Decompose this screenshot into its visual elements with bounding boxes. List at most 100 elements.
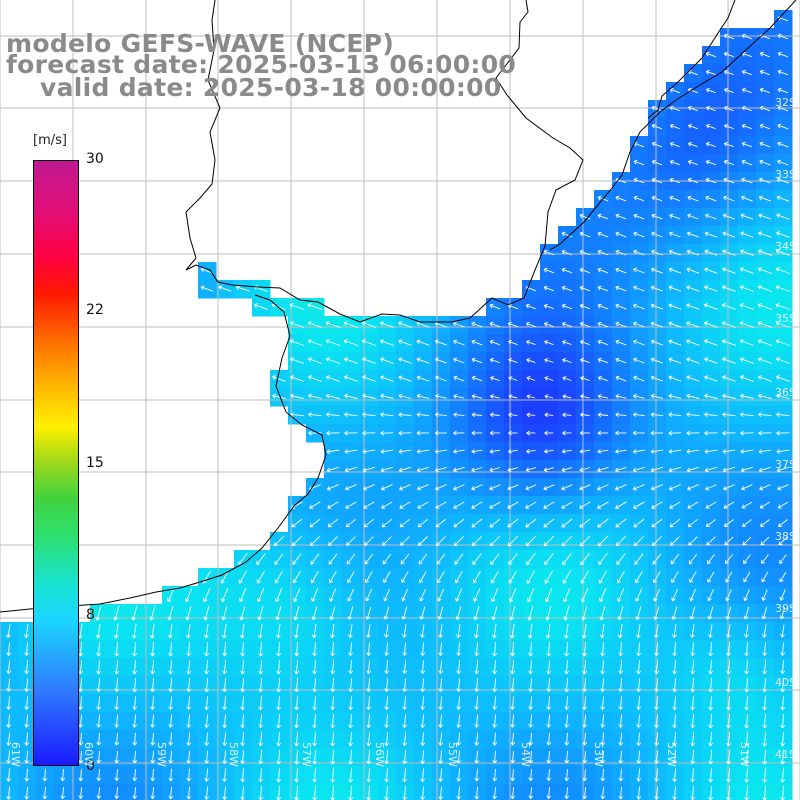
wind-arrow (384, 714, 390, 728)
wind-arrow (312, 731, 318, 747)
wind-arrow (758, 375, 772, 382)
wind-arrow (309, 501, 321, 509)
wind-arrow (739, 285, 754, 292)
wind-arrow (579, 339, 590, 346)
wind-arrow (114, 769, 120, 782)
wind-arrow (417, 484, 429, 491)
wind-arrow (651, 213, 663, 220)
wind-arrow (650, 285, 663, 292)
wind-arrow (690, 660, 696, 675)
wind-arrow (364, 553, 374, 565)
wind-arrow (740, 466, 753, 473)
wind-arrow (582, 787, 588, 800)
wind-arrow (672, 678, 678, 693)
wind-arrow (562, 570, 572, 584)
wind-arrow (492, 660, 498, 675)
wind-arrow (184, 588, 193, 603)
wind-arrow (326, 449, 340, 454)
wind-arrow (776, 393, 790, 400)
wind-arrow (276, 678, 282, 693)
wind-arrow (651, 177, 663, 184)
wind-arrow (757, 285, 773, 292)
wind-arrow (561, 321, 572, 328)
wind-arrow (579, 430, 590, 436)
wind-arrow (708, 767, 714, 783)
wind-arrow (453, 449, 465, 454)
wind-arrow (544, 394, 554, 399)
wind-arrow (686, 393, 700, 399)
wind-arrow (329, 588, 337, 602)
wind-arrow (562, 340, 572, 346)
wind-arrow (721, 303, 736, 310)
wind-arrow (761, 554, 769, 564)
wind-arrow (401, 606, 408, 620)
wind-arrow (114, 787, 120, 799)
wind-arrow (597, 285, 609, 292)
wind-arrow (326, 430, 340, 436)
wind-arrow (348, 731, 354, 747)
wind-arrow (507, 501, 519, 509)
wind-arrow (453, 321, 465, 328)
wind-arrow (525, 535, 537, 547)
wind-arrow (204, 714, 210, 728)
wind-arrow (669, 105, 680, 112)
wind-arrow (777, 105, 789, 112)
wind-arrow (741, 484, 753, 491)
wind-arrow (726, 749, 732, 765)
wind-arrow (492, 678, 498, 692)
wind-arrow (740, 449, 754, 454)
wind-arrow (434, 339, 447, 346)
wind-arrow (453, 535, 465, 547)
wind-arrow (561, 231, 573, 238)
wind-arrow (185, 623, 191, 639)
wind-arrow (670, 553, 680, 565)
wind-arrow (762, 624, 767, 638)
wind-arrow (600, 696, 606, 710)
wind-arrow (686, 412, 700, 417)
wind-arrow (220, 570, 229, 584)
wind-arrow (686, 357, 700, 364)
wind-arrow (615, 484, 627, 491)
wind-arrow (437, 588, 445, 602)
wind-arrow (344, 412, 358, 417)
wind-arrow (490, 394, 500, 399)
wind-arrow (398, 449, 412, 454)
wind-arrow (168, 678, 174, 693)
wind-arrow (690, 768, 696, 783)
wind-arrow (708, 749, 714, 765)
wind-arrow (690, 624, 695, 638)
wind-arrow (132, 769, 138, 782)
wind-arrow (471, 449, 483, 454)
wind-arrow (307, 321, 323, 328)
wind-arrow (705, 159, 716, 166)
wind-arrow (168, 696, 174, 710)
wind-arrow (362, 430, 376, 436)
wind-arrow (741, 123, 752, 130)
wind-arrow (168, 786, 174, 800)
wind-arrow (401, 571, 409, 583)
wind-arrow (780, 767, 786, 783)
wind-arrow (435, 501, 447, 509)
wind-arrow (740, 375, 754, 382)
wind-arrow (526, 553, 536, 566)
wind-arrow (453, 430, 465, 436)
wind-arrow (402, 732, 408, 746)
wind-arrow (402, 750, 408, 765)
wind-arrow (686, 231, 699, 238)
colorbar-tick-0: 0 (86, 758, 95, 774)
wind-arrow (473, 588, 481, 602)
wind-arrow (240, 732, 246, 746)
wind-arrow (708, 642, 714, 657)
wind-arrow (705, 484, 717, 491)
wind-arrow (564, 696, 570, 710)
wind-arrow (6, 624, 11, 638)
wind-arrow (580, 570, 590, 584)
wind-arrow (759, 159, 771, 166)
wind-arrow (688, 123, 698, 130)
wind-arrow (343, 357, 358, 364)
wind-arrow (256, 570, 265, 584)
wind-arrow (597, 375, 608, 382)
wind-arrow (758, 466, 771, 473)
wind-arrow (398, 357, 412, 364)
wind-arrow (132, 714, 138, 728)
